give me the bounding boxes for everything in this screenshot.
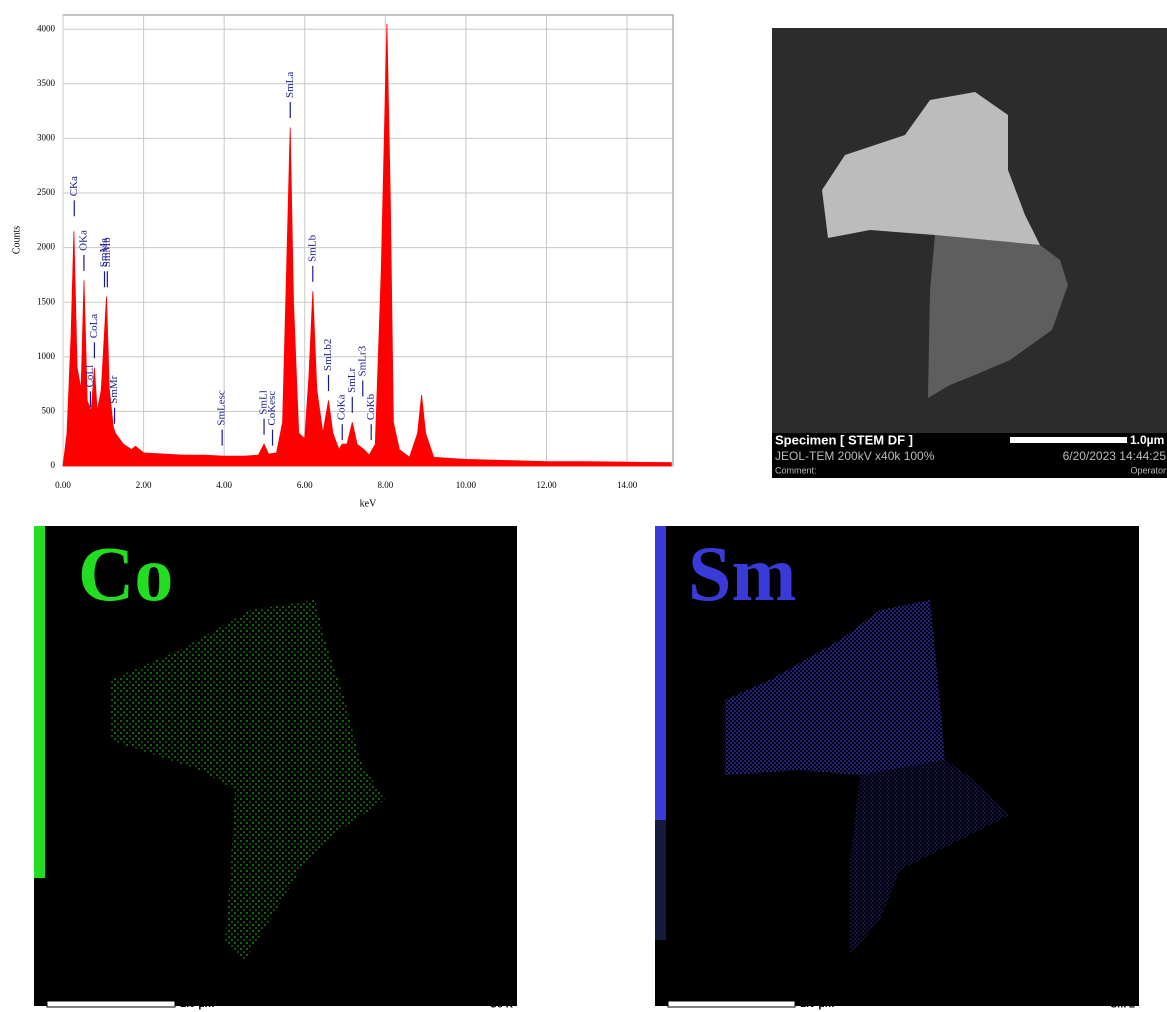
- peak-label: SmLr3: [356, 345, 368, 376]
- peak-label: CoKesc: [266, 391, 278, 426]
- peak-label: SmLb: [306, 234, 318, 261]
- scale-label: 1.0µm: [1130, 433, 1164, 447]
- peak-label: SmMb: [101, 237, 113, 267]
- figure: keV Counts 0 500 1000 1500 2000 2500 3000 3500 4…: [0, 0, 1167, 1012]
- y-axis-label: Counts: [11, 226, 22, 254]
- x-tick-label: 8.00: [377, 480, 393, 490]
- peak-label: SmLesc: [216, 390, 228, 426]
- scale-bar: [668, 1001, 795, 1007]
- line-label: Sm L: [1111, 1000, 1135, 1011]
- x-axis-label: keV: [360, 498, 377, 509]
- element-label: Co: [78, 530, 173, 617]
- peak-label: CoLl: [84, 365, 96, 388]
- peak-label: SmLa: [284, 72, 296, 98]
- element-label: Sm: [688, 530, 796, 617]
- stem-image: Specimen [ STEM DF ] JEOL-TEM 200kV x40k…: [772, 28, 1167, 478]
- y-tick-label: 3000: [37, 132, 56, 142]
- y-tick-label: 1500: [37, 296, 56, 306]
- line-label: Co K: [490, 1000, 514, 1011]
- sm-map: Sm 1.0 µm Sm L: [655, 526, 1139, 1011]
- peak-label: CoLa: [88, 314, 100, 339]
- peak-label: SmMr: [108, 375, 120, 403]
- scale-bar: [1010, 437, 1127, 443]
- instrument: JEOL-TEM 200kV x40k 100%: [775, 449, 935, 463]
- x-tick-label: 2.00: [136, 480, 152, 490]
- x-tick-label: 10.00: [456, 480, 477, 490]
- y-tick-label: 500: [42, 405, 56, 415]
- y-tick-label: 3500: [37, 78, 56, 88]
- y-tick-label: 0: [51, 460, 56, 470]
- peak-label: CoKb: [365, 393, 377, 420]
- peak-label: CoKa: [336, 394, 348, 420]
- scale-bar: [47, 1001, 175, 1007]
- peak-label: OKa: [77, 230, 89, 251]
- scale-label: 1.0 µm: [180, 998, 215, 1010]
- spectrum-chart: keV Counts 0 500 1000 1500 2000 2500 3000 3500 4…: [11, 15, 673, 509]
- scale-label: 1.0 µm: [800, 998, 835, 1010]
- y-tick-label: 1000: [37, 351, 56, 361]
- x-tick-label: 12.00: [536, 480, 557, 490]
- y-tick-label: 2500: [37, 187, 56, 197]
- x-tick-label: 6.00: [297, 480, 313, 490]
- operator: Operator: [1130, 465, 1166, 475]
- intensity-bar-dim: [655, 820, 666, 940]
- x-tick-label: 0.00: [55, 480, 71, 490]
- y-tick-label: 2000: [37, 242, 56, 252]
- comment: Comment:: [775, 465, 817, 475]
- y-tick-label: 4000: [37, 23, 56, 33]
- peak-label: CKa: [68, 176, 80, 196]
- intensity-bar: [655, 526, 666, 820]
- intensity-bar: [34, 526, 45, 878]
- datetime: 6/20/2023 14:44:25: [1063, 449, 1167, 463]
- co-map: Co 1.0 µm Co K: [34, 526, 517, 1011]
- image-title: Specimen [ STEM DF ]: [775, 432, 913, 447]
- peak-label: SmLb2: [322, 339, 334, 371]
- x-tick-label: 14.00: [617, 480, 638, 490]
- x-tick-label: 4.00: [216, 480, 232, 490]
